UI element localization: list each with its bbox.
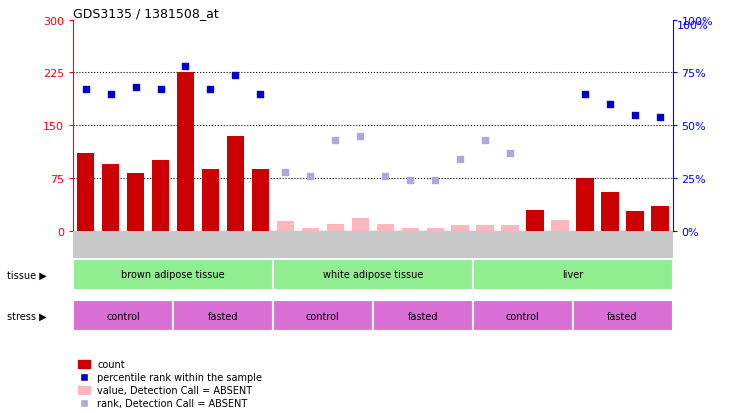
Bar bbox=[227, 136, 244, 231]
Text: fasted: fasted bbox=[607, 311, 638, 321]
Bar bbox=[651, 206, 669, 231]
Text: brown adipose tissue: brown adipose tissue bbox=[121, 270, 225, 280]
Text: control: control bbox=[506, 311, 539, 321]
Point bbox=[305, 173, 317, 180]
Bar bbox=[551, 221, 569, 231]
Point bbox=[480, 138, 491, 144]
Bar bbox=[401, 228, 419, 231]
Bar bbox=[327, 224, 344, 231]
Point bbox=[355, 133, 366, 140]
Bar bbox=[276, 221, 294, 231]
Bar bbox=[426, 228, 444, 231]
Point bbox=[330, 138, 341, 144]
Point bbox=[105, 91, 116, 98]
Bar bbox=[126, 174, 144, 231]
Text: liver: liver bbox=[562, 270, 583, 280]
Bar bbox=[73, 259, 273, 290]
Bar bbox=[73, 300, 173, 332]
Bar bbox=[273, 300, 373, 332]
Text: tissue ▶: tissue ▶ bbox=[7, 270, 47, 280]
Point bbox=[254, 91, 266, 98]
Bar bbox=[572, 300, 673, 332]
Point bbox=[404, 178, 416, 184]
Bar bbox=[352, 218, 369, 231]
Point bbox=[654, 114, 666, 121]
Bar bbox=[77, 154, 94, 231]
Bar bbox=[602, 192, 619, 231]
Bar bbox=[273, 259, 473, 290]
Bar bbox=[477, 225, 494, 231]
Point bbox=[455, 157, 466, 163]
Bar bbox=[102, 165, 119, 231]
Bar bbox=[473, 259, 673, 290]
Bar bbox=[501, 225, 519, 231]
Bar bbox=[302, 228, 319, 231]
Point bbox=[205, 87, 216, 93]
Legend: count, percentile rank within the sample, value, Detection Call = ABSENT, rank, : count, percentile rank within the sample… bbox=[78, 360, 262, 408]
Bar bbox=[452, 225, 469, 231]
Bar bbox=[251, 169, 269, 231]
Text: fasted: fasted bbox=[407, 311, 438, 321]
Point bbox=[379, 173, 391, 180]
Text: GDS3135 / 1381508_at: GDS3135 / 1381508_at bbox=[73, 7, 219, 19]
Text: fasted: fasted bbox=[208, 311, 238, 321]
Point bbox=[504, 150, 516, 157]
Point bbox=[129, 85, 141, 91]
Bar bbox=[177, 73, 194, 231]
Bar bbox=[173, 300, 273, 332]
Bar bbox=[576, 178, 594, 231]
Text: stress ▶: stress ▶ bbox=[7, 311, 47, 321]
Text: control: control bbox=[106, 311, 140, 321]
Text: control: control bbox=[306, 311, 340, 321]
Bar bbox=[526, 210, 544, 231]
Point bbox=[579, 91, 591, 98]
Point bbox=[629, 112, 641, 119]
Bar bbox=[473, 300, 572, 332]
Bar bbox=[202, 169, 219, 231]
Point bbox=[180, 64, 192, 70]
Point bbox=[230, 72, 241, 79]
Bar bbox=[373, 300, 473, 332]
Text: white adipose tissue: white adipose tissue bbox=[322, 270, 423, 280]
Point bbox=[605, 102, 616, 108]
Point bbox=[80, 87, 91, 93]
Text: 100%: 100% bbox=[677, 21, 708, 31]
Point bbox=[279, 169, 291, 176]
Bar bbox=[376, 224, 394, 231]
Point bbox=[429, 178, 441, 184]
Bar bbox=[626, 211, 644, 231]
Point bbox=[155, 87, 167, 93]
Bar bbox=[152, 161, 170, 231]
